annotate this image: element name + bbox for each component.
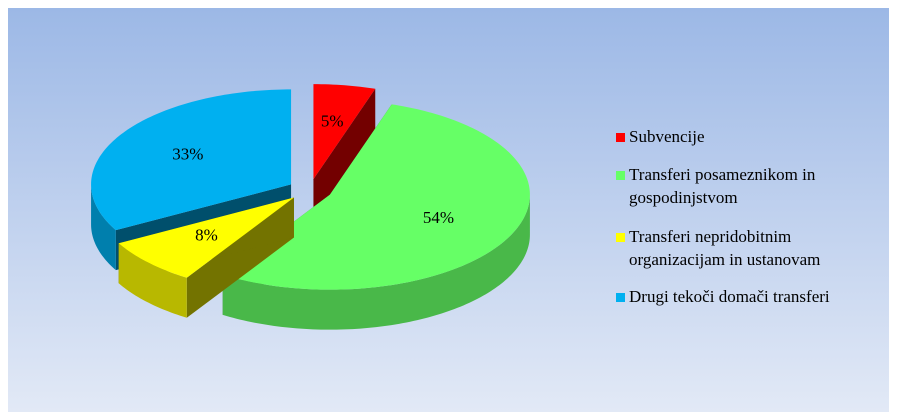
slice-group bbox=[118, 197, 294, 318]
slice-wall bbox=[222, 194, 530, 330]
slice-wall bbox=[118, 243, 187, 318]
legend-label: Subvencije bbox=[629, 127, 705, 146]
data-label: 5% bbox=[321, 112, 344, 131]
legend-swatch bbox=[616, 133, 625, 142]
slice-side bbox=[313, 88, 376, 220]
legend-item: Drugi tekoči domači transferi bbox=[616, 285, 891, 308]
slice bbox=[91, 89, 292, 231]
data-label: 54% bbox=[423, 208, 454, 227]
slice bbox=[313, 84, 376, 180]
legend-label: Transferi posameznikom in gospodinjstvom bbox=[629, 165, 816, 207]
legend-swatch bbox=[616, 233, 625, 242]
data-label: 33% bbox=[172, 144, 203, 163]
slice bbox=[222, 104, 530, 290]
legend-swatch bbox=[616, 171, 625, 180]
slice-group bbox=[313, 84, 376, 220]
legend-item: Subvencije bbox=[616, 125, 891, 148]
slice-wall bbox=[91, 184, 116, 271]
slice bbox=[118, 197, 294, 278]
legend-swatch bbox=[616, 293, 625, 302]
legend-item: Transferi posameznikom in gospodinjstvom bbox=[616, 163, 891, 209]
legend-label: Transferi nepridobitnim organizacijam in… bbox=[629, 227, 821, 269]
slice-group bbox=[222, 104, 530, 330]
data-label: 8% bbox=[195, 225, 218, 244]
legend-item: Transferi nepridobitnim organizacijam in… bbox=[616, 225, 891, 271]
legend-label: Drugi tekoči domači transferi bbox=[629, 287, 830, 306]
